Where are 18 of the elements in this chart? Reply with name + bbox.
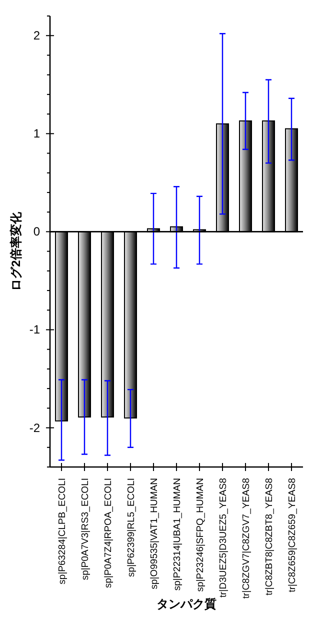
x-tick-label: sp|P62399|RL5_ECOLI xyxy=(126,478,137,577)
x-tick-label: tr|C8Z659|C8Z659_YEAS8 xyxy=(287,478,298,592)
y-tick-label: -2 xyxy=(29,420,40,435)
x-tick-label: sp|P0A7V3|RS3_ECOLI xyxy=(80,478,91,580)
y-tick-label: 1 xyxy=(33,126,40,141)
y-axis-title: ログ2倍率変化 xyxy=(9,211,23,291)
y-tick-label: 2 xyxy=(33,28,40,43)
x-tick-label: sp|O99535|VAT1_HUMAN xyxy=(149,478,160,590)
x-tick-label: sp|P63284|CLPB_ECOLI xyxy=(57,478,68,584)
y-tick-label: -1 xyxy=(29,322,40,337)
x-tick-label: sp|P0A7Z4|RPOA_ECOLI xyxy=(103,478,114,588)
y-tick-label: 0 xyxy=(33,224,40,239)
x-tick-label: tr|C8ZGV7|C8ZGV7_YEAS8 xyxy=(241,478,252,599)
x-tick-label: tr|D3UEZ5|D3UEZ5_YEAS8 xyxy=(218,478,229,598)
x-tick-label: sp|P22314|UBA1_HUMAN xyxy=(172,478,183,591)
x-axis-title: タンパク質 xyxy=(156,597,216,611)
x-tick-label: sp|P23246|SFPQ_HUMAN xyxy=(195,478,206,592)
x-tick-label: tr|C8ZBT8|C8ZBT8_YEAS8 xyxy=(264,478,275,596)
